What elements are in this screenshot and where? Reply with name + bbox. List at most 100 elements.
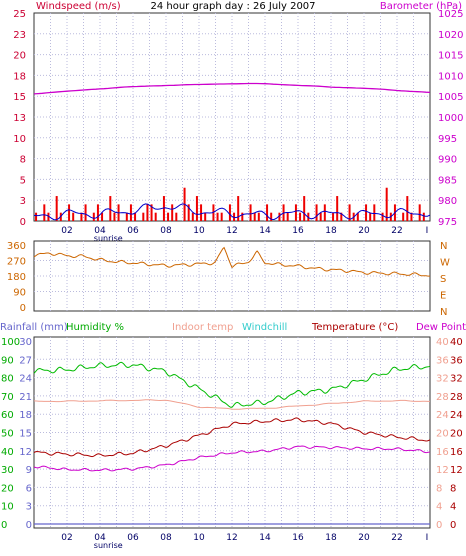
x-tick-label: 02 xyxy=(61,226,72,236)
temperature-tick-label: 0 xyxy=(450,520,456,531)
x-tick-label: 08 xyxy=(160,533,172,543)
barometer-tick-label: 1010 xyxy=(438,71,463,82)
indoor-temp-tick-label: 24 xyxy=(436,410,449,421)
humidity-tick-label: 50 xyxy=(1,429,14,440)
windspeed-tick-label: 8 xyxy=(20,155,26,166)
rainfall-tick-label: 30 xyxy=(19,337,32,348)
barometer-tick-label: 1005 xyxy=(438,92,463,103)
rainfall-tick-label: 9 xyxy=(26,465,32,476)
dew-point-line xyxy=(33,445,431,472)
temperature-plot-grid xyxy=(34,337,430,528)
humidity-tick-label: 90 xyxy=(1,355,14,366)
direction-degree-label: 0 xyxy=(20,303,26,314)
rainfall-tick-label: 0 xyxy=(26,520,32,531)
indoor-temp-tick-label: 4 xyxy=(436,502,442,513)
x-tick-label: 18 xyxy=(325,226,337,236)
x-tick-label: 14 xyxy=(259,226,271,236)
humidity-tick-label: 60 xyxy=(1,410,14,421)
indoor-temp-tick-label: 16 xyxy=(436,447,449,458)
legend-entry: Rainfall (mm) xyxy=(0,322,68,333)
direction-compass-label: E xyxy=(440,291,446,302)
direction-degree-axis: 360 270 180 90 0 xyxy=(7,241,26,314)
legend-entry: Temperature (°C) xyxy=(311,322,398,333)
wind-direction-line xyxy=(33,246,431,277)
barometer-axis-title: Barometer (hPa) xyxy=(380,1,462,12)
windspeed-tick-label: 10 xyxy=(13,134,26,145)
barometer-tick-label: 1015 xyxy=(438,51,463,62)
temperature-tick-label: 20 xyxy=(450,429,463,440)
indoor-temp-tick-label: 40 xyxy=(436,337,449,348)
direction-plot-grid xyxy=(34,241,430,311)
sunrise-label: sunrise xyxy=(94,234,123,243)
page-title: 24 hour graph day : 26 July 2007 xyxy=(150,1,315,12)
indoor-temp-tick-label: 8 xyxy=(436,483,442,494)
wind-plot-grid xyxy=(34,13,430,221)
direction-compass-label: W xyxy=(440,258,450,269)
windspeed-tick-label: 5 xyxy=(20,175,26,186)
x-tick-label: 04 xyxy=(94,533,106,543)
humidity-tick-label: 10 xyxy=(1,502,14,513)
humidity-tick-label: 100 xyxy=(1,337,20,348)
x-tick-label: 14 xyxy=(259,533,271,543)
indoor-temp-tick-label: 12 xyxy=(436,465,449,476)
rainfall-tick-label: 21 xyxy=(19,392,32,403)
indoor-temp-line xyxy=(33,399,430,410)
temperature-tick-label: 40 xyxy=(450,337,463,348)
x-tick-label: 22 xyxy=(391,226,402,236)
direction-compass-label: N xyxy=(440,241,447,252)
humidity-tick-label: 80 xyxy=(1,374,14,385)
direction-compass-label: N xyxy=(440,307,447,318)
rainfall-tick-label: 6 xyxy=(26,483,32,494)
barometer-tick-label: 975 xyxy=(438,217,457,228)
x-tick-label: 06 xyxy=(127,226,139,236)
barometer-tick-label: 995 xyxy=(438,134,457,145)
x-tick-label: 12 xyxy=(226,226,237,236)
temperature-tick-label: 32 xyxy=(450,374,463,385)
windspeed-line xyxy=(33,203,431,221)
temperature-tick-label: 8 xyxy=(450,483,456,494)
windspeed-tick-label: 13 xyxy=(13,113,26,124)
direction-degree-label: 360 xyxy=(7,241,26,252)
barometer-axis: 1025 1020 1015 1010 1005 1000 995 990 985 980 975 xyxy=(438,9,463,228)
rainfall-tick-label: 27 xyxy=(19,355,32,366)
windspeed-axis: 25 23 20 18 15 13 10 8 5 3 0 xyxy=(13,9,26,228)
windspeed-axis-title: Windspeed (m/s) xyxy=(36,1,121,12)
indoor-temp-tick-label: 28 xyxy=(436,392,449,403)
humidity-tick-label: 20 xyxy=(1,483,14,494)
direction-compass-label: S xyxy=(440,274,446,285)
barometer-line xyxy=(33,82,431,95)
windspeed-tick-label: 0 xyxy=(20,217,26,228)
legend-entry: Humidity % xyxy=(66,322,124,333)
x-tick-label: 02 xyxy=(61,533,72,543)
indoor-temp-tick-label: 20 xyxy=(436,429,449,440)
humidity-line xyxy=(33,361,431,408)
temperature-tick-label: 4 xyxy=(450,502,456,513)
indoor-temp-tick-label: 32 xyxy=(436,374,449,385)
indoor-temp-tick-label: 0 xyxy=(436,520,442,531)
legend-entry: Dew Point xyxy=(416,322,466,333)
x-tick-label: 12 xyxy=(226,533,237,543)
x-tick-label: 08 xyxy=(160,226,172,236)
temperature-axes: 1009080706050403020100302724211815129630… xyxy=(1,337,463,531)
windspeed-tick-label: 23 xyxy=(13,30,26,41)
x-tick-label: 10 xyxy=(193,533,205,543)
rainfall-tick-label: 12 xyxy=(19,447,32,458)
sunrise-label: sunrise xyxy=(94,541,123,550)
wind-barometer-panel: Windspeed (m/s) 24 hour graph day : 26 J… xyxy=(13,1,463,243)
indoor-temp-tick-label: 36 xyxy=(436,355,449,366)
temperature-legend: Rainfall (mm)Humidity % Indoor temp Windch… xyxy=(0,322,466,333)
x-tick-label: 10 xyxy=(193,226,205,236)
x-tick-label: 22 xyxy=(391,533,402,543)
rainfall-tick-label: 15 xyxy=(19,429,32,440)
humidity-tick-label: 40 xyxy=(1,447,14,458)
humidity-tick-label: 0 xyxy=(1,520,7,531)
rainfall-tick-label: 24 xyxy=(19,374,32,385)
legend-entry: Indoor temp xyxy=(172,322,233,333)
barometer-tick-label: 1025 xyxy=(438,9,463,20)
barometer-tick-label: 985 xyxy=(438,175,457,186)
